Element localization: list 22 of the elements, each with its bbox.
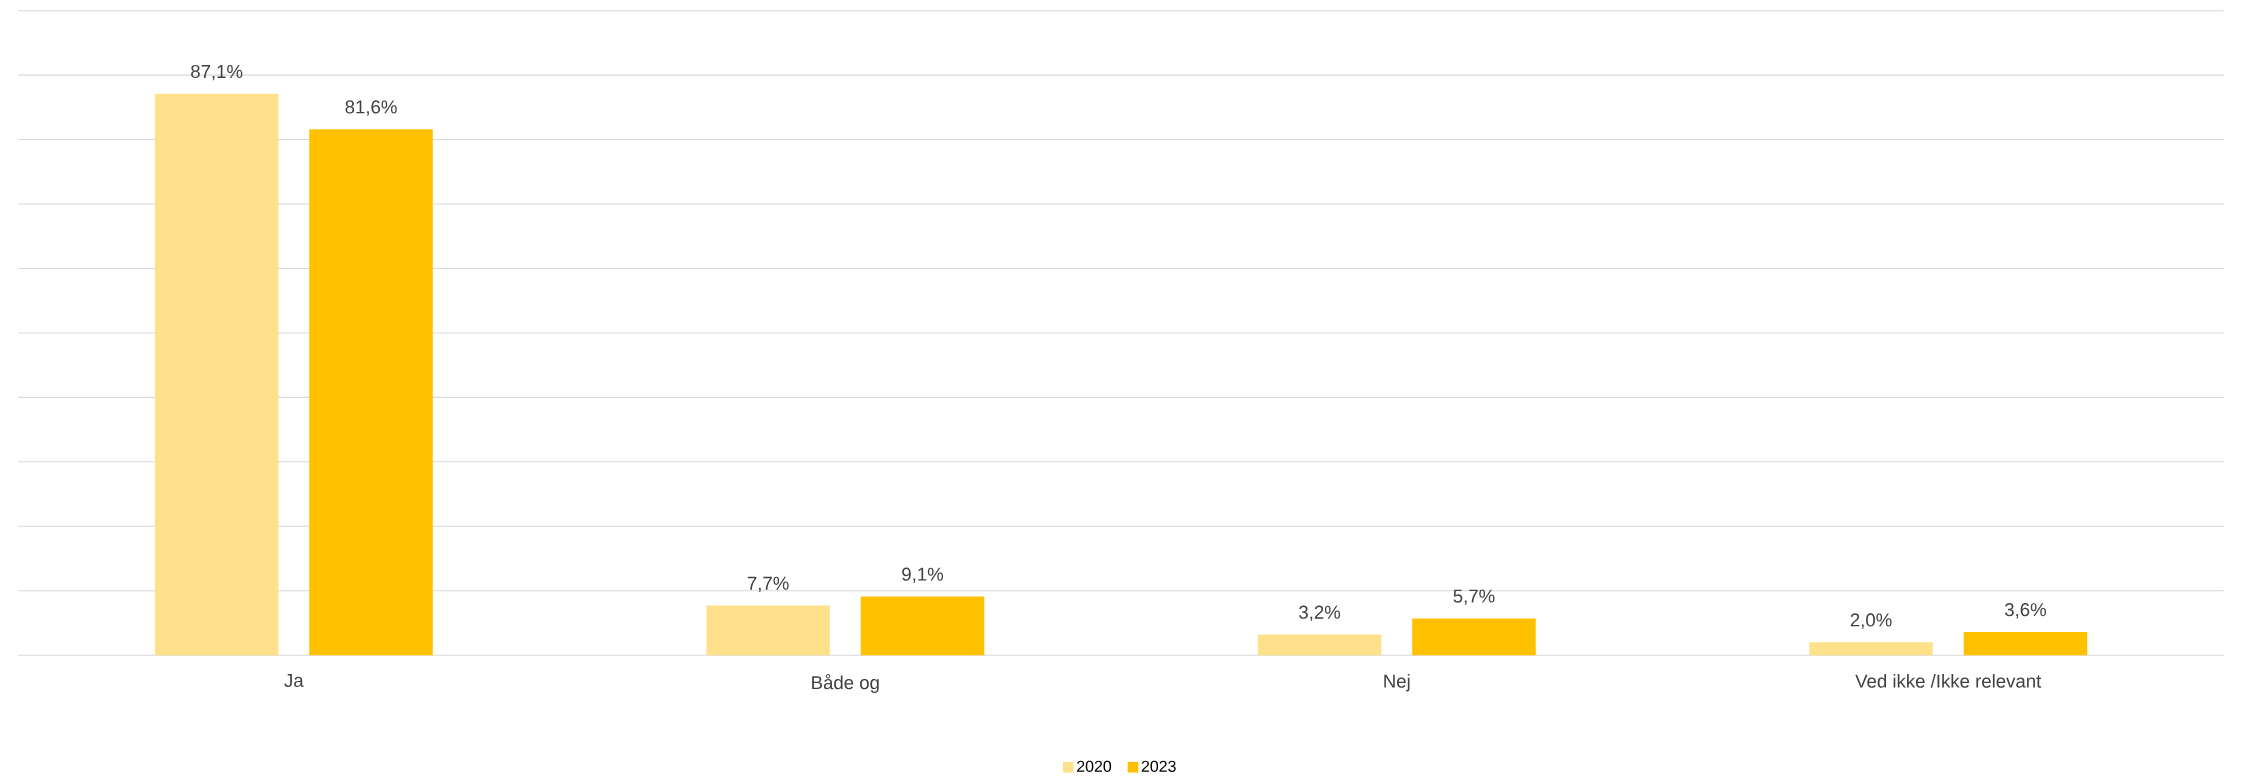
x-tick-label: Ved ikke /Ikke relevant — [1855, 674, 2042, 688]
x-tick-label: Ja — [284, 674, 304, 687]
bar — [860, 596, 985, 656]
data-label: 5,7% — [1453, 589, 1495, 605]
legend-label: 2020 — [1077, 760, 1112, 772]
bar — [1809, 642, 1933, 656]
bar — [706, 605, 830, 656]
bar — [1412, 618, 1536, 656]
data-label: 81,6% — [345, 100, 397, 116]
data-label: 3,6% — [2004, 603, 2046, 619]
x-tick-label: Nej — [1384, 674, 1410, 692]
data-label: 3,2% — [1299, 605, 1341, 621]
bar — [1963, 631, 2088, 656]
bar — [1257, 634, 1382, 656]
data-label: 9,1% — [902, 567, 944, 583]
data-label: 7,7% — [747, 576, 789, 592]
data-label: 2,0% — [1850, 613, 1892, 629]
bar — [154, 93, 279, 656]
x-tick-label: Både og — [812, 674, 879, 693]
data-label: 87,1% — [191, 64, 243, 81]
legend-label: 2023 — [1141, 760, 1176, 772]
bar — [309, 129, 433, 656]
